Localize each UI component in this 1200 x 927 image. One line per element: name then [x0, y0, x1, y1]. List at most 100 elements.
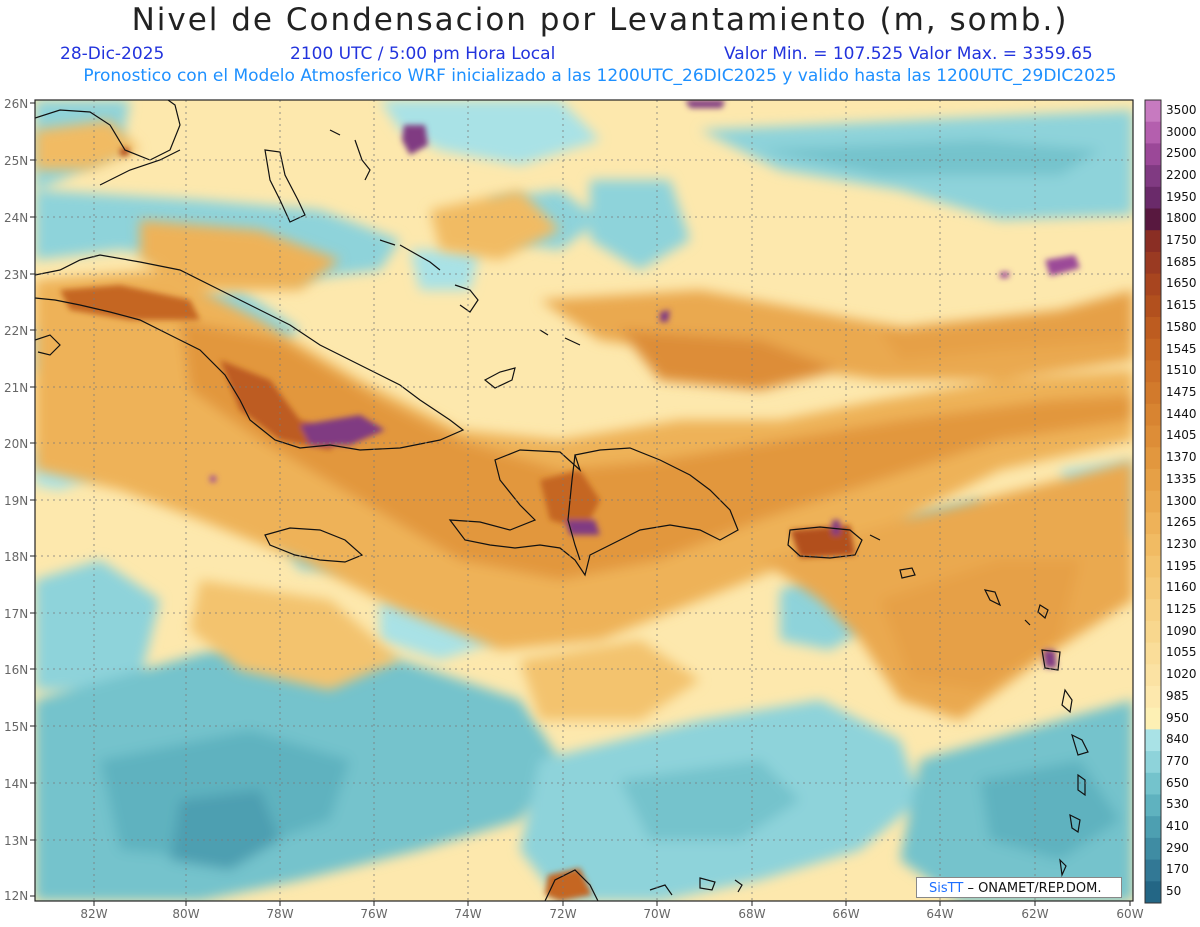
- legend-level-label: 1055: [1166, 645, 1197, 660]
- axis-ticks: [30, 102, 1131, 906]
- credit-box: SisTT – ONAMET/REP.DOM.: [916, 877, 1122, 898]
- lat-label: 15N: [4, 720, 28, 734]
- legend-level-label: 2200: [1166, 167, 1197, 182]
- lat-label: 14N: [4, 777, 28, 791]
- legend-level-label: 1650: [1166, 276, 1197, 291]
- lat-label: 21N: [4, 381, 28, 395]
- lon-label: 74W: [454, 907, 481, 921]
- legend-swatch: [1145, 772, 1161, 795]
- legend-level-label: 1510: [1166, 363, 1197, 378]
- legend-frame: [1144, 99, 1162, 904]
- legend-level-label: 650: [1166, 775, 1189, 790]
- legend-level-label: 1020: [1166, 667, 1197, 682]
- model-info: Pronostico con el Modelo Atmosferico WRF…: [83, 66, 1117, 86]
- legend-level-label: 1300: [1166, 493, 1197, 508]
- legend-swatch: [1145, 425, 1161, 448]
- legend-level-label: 50: [1166, 884, 1182, 899]
- legend-level-label: 290: [1166, 840, 1189, 855]
- legend-swatch: [1145, 555, 1161, 578]
- legend-swatch: [1145, 751, 1161, 774]
- coastlines: [35, 100, 1089, 901]
- legend-level-label: 410: [1166, 819, 1189, 834]
- legend-level-label: 1090: [1166, 623, 1197, 638]
- legend-level-label: 1160: [1166, 580, 1197, 595]
- legend-swatch: [1145, 794, 1161, 817]
- legend-level-label: 1195: [1166, 558, 1197, 573]
- legend-swatch: [1145, 534, 1161, 557]
- legend-level-label: 1370: [1166, 450, 1197, 465]
- legend-swatch: [1145, 685, 1161, 709]
- legend-level-label: 1750: [1166, 233, 1197, 248]
- legend-swatch: [1145, 707, 1161, 730]
- legend-swatch: [1145, 859, 1161, 882]
- legend-level-label: 1800: [1166, 211, 1197, 226]
- lon-label: 66W: [832, 907, 859, 921]
- lat-label: 18N: [4, 550, 28, 564]
- legend-swatch: [1145, 577, 1161, 600]
- legend-swatch: [1145, 186, 1161, 210]
- lat-label: 20N: [4, 437, 28, 451]
- legend-swatch: [1145, 273, 1161, 296]
- color-legend: [1144, 99, 1162, 904]
- value-range: Valor Min. = 107.525 Valor Max. = 3359.6…: [724, 44, 1093, 64]
- legend-swatch: [1145, 251, 1161, 275]
- legend-level-label: 950: [1166, 710, 1189, 725]
- lat-lon-grid: [35, 100, 1133, 901]
- legend-swatch: [1145, 664, 1161, 687]
- legend-swatch: [1145, 360, 1161, 383]
- legend-swatch: [1145, 729, 1161, 752]
- legend-swatch: [1145, 447, 1161, 470]
- lat-label: 22N: [4, 324, 28, 338]
- legend-level-label: 170: [1166, 862, 1189, 877]
- legend-swatch: [1145, 490, 1161, 513]
- legend-swatch: [1145, 881, 1161, 904]
- legend-level-label: 3500: [1166, 102, 1197, 117]
- lon-label: 62W: [1021, 907, 1048, 921]
- legend-swatch: [1145, 620, 1161, 644]
- legend-swatch: [1145, 403, 1161, 427]
- legend-swatch: [1145, 642, 1161, 665]
- legend-level-label: 1475: [1166, 384, 1197, 399]
- longitude-labels: 82W 80W 78W 76W 74W 72W 70W 68W 66W 64W …: [80, 907, 1143, 921]
- legend-level-label: 1545: [1166, 341, 1197, 356]
- lat-label: 12N: [4, 889, 28, 903]
- legend-swatch: [1145, 208, 1161, 231]
- legend-level-label: 985: [1166, 688, 1189, 703]
- legend-level-label: 770: [1166, 753, 1189, 768]
- legend-swatch: [1145, 816, 1161, 839]
- legend-level-label: 1265: [1166, 515, 1197, 530]
- lon-label: 80W: [172, 907, 199, 921]
- forecast-time: 2100 UTC / 5:00 pm Hora Local: [290, 44, 556, 64]
- legend-swatch: [1145, 295, 1161, 318]
- forecast-date: 28-Dic-2025: [60, 44, 165, 64]
- legend-level-label: 840: [1166, 732, 1189, 747]
- legend-swatch: [1145, 837, 1161, 861]
- legend-swatch: [1145, 143, 1161, 166]
- lat-label: 17N: [4, 607, 28, 621]
- legend-swatch: [1145, 382, 1161, 405]
- lon-label: 78W: [266, 907, 293, 921]
- map-title: Nivel de Condensacion por Levantamiento …: [131, 2, 1069, 38]
- legend-swatch: [1145, 468, 1161, 492]
- legend-swatch: [1145, 338, 1161, 361]
- legend-level-label: 1615: [1166, 298, 1197, 313]
- lon-label: 68W: [738, 907, 765, 921]
- legend-level-label: 1685: [1166, 254, 1197, 269]
- lat-label: 16N: [4, 663, 28, 677]
- legend-level-label: 1405: [1166, 428, 1197, 443]
- legend-level-label: 2500: [1166, 146, 1197, 161]
- lon-label: 76W: [360, 907, 387, 921]
- high-lcl-band: [35, 120, 1133, 720]
- latitude-labels: 26N 25N 24N 23N 22N 21N 20N 19N 18N 17N …: [4, 97, 28, 903]
- lon-label: 82W: [80, 907, 107, 921]
- lon-label: 60W: [1116, 907, 1143, 921]
- legend-level-label: 1440: [1166, 406, 1197, 421]
- lat-label: 25N: [4, 154, 28, 168]
- legend-swatch: [1145, 512, 1161, 535]
- legend-swatch: [1145, 165, 1161, 188]
- credit-text: – ONAMET/REP.DOM.: [967, 881, 1102, 896]
- lcl-shading: [35, 100, 1133, 901]
- lon-label: 64W: [926, 907, 953, 921]
- lat-label: 19N: [4, 494, 28, 508]
